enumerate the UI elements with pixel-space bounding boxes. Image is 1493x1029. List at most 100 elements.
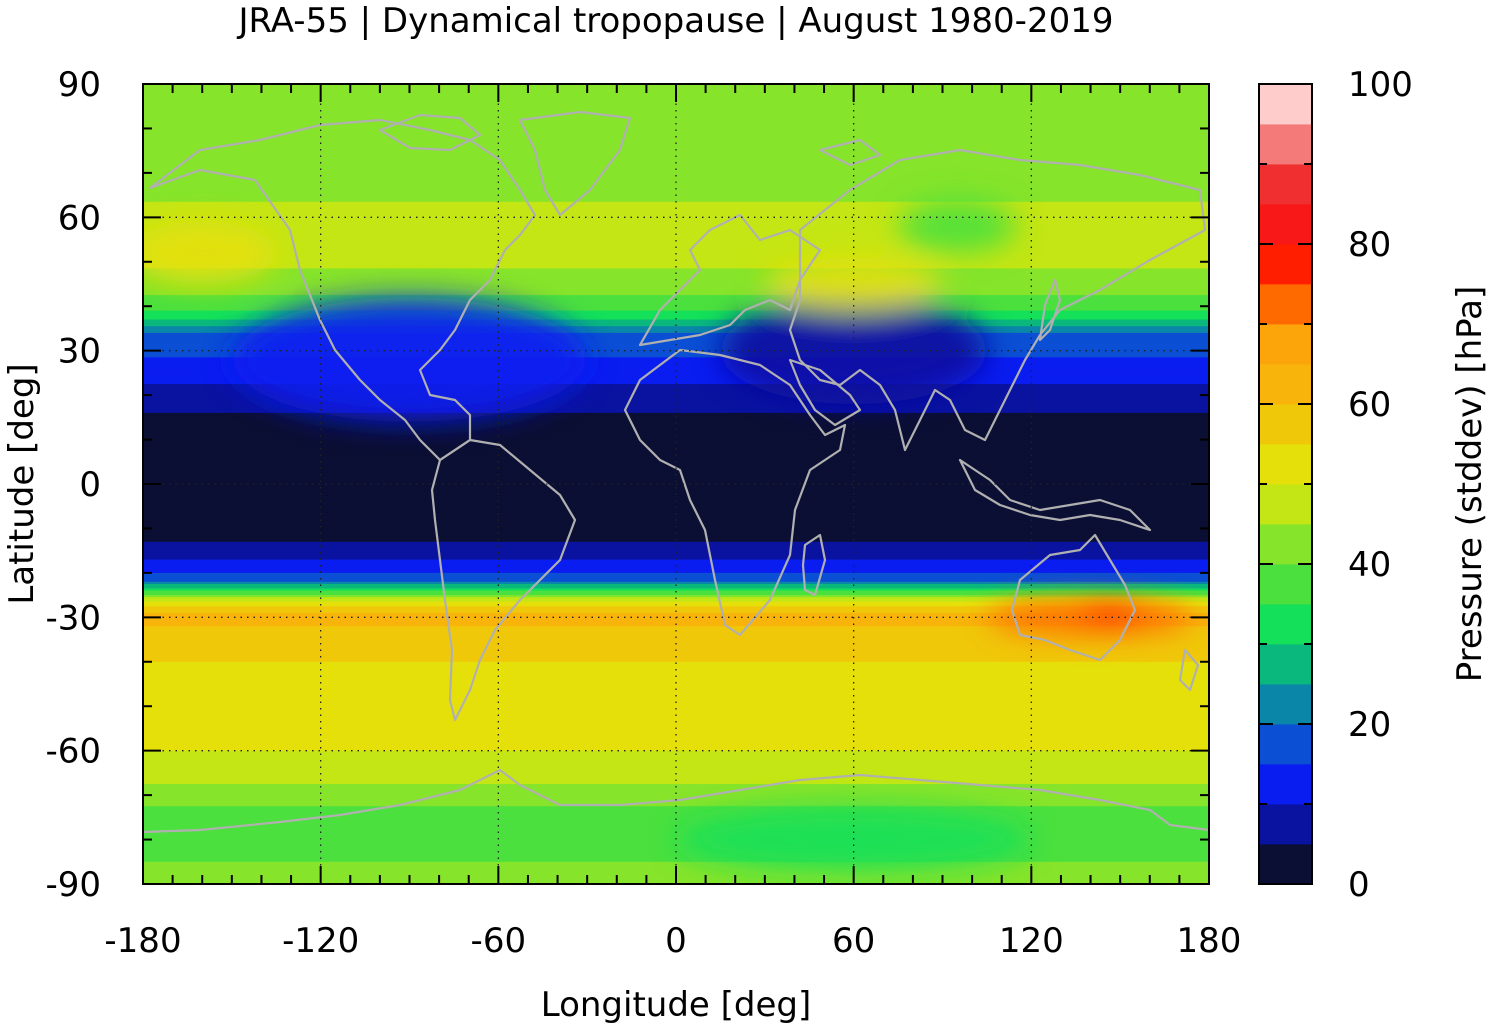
colorbar-swatch bbox=[1259, 364, 1312, 405]
heatmap-cell bbox=[143, 264, 1209, 267]
heatmap-cell bbox=[143, 159, 1209, 163]
coastline-africa bbox=[623, 348, 847, 637]
chart-title: JRA-55 | Dynamical tropopause | August 1… bbox=[237, 1, 1114, 41]
heatmap-cell bbox=[143, 657, 1209, 661]
heatmap-cell bbox=[143, 572, 1209, 576]
heatmap-cell bbox=[143, 735, 1209, 738]
heatmap-cell bbox=[143, 610, 1209, 614]
heatmap-cell bbox=[143, 728, 1209, 732]
heatmap-cell bbox=[143, 684, 1209, 687]
heatmap-cell bbox=[143, 377, 1209, 381]
heatmap-cell bbox=[143, 744, 1209, 747]
heatmap-cell bbox=[143, 112, 1209, 116]
heatmap-cell bbox=[143, 855, 1209, 858]
heatmap-cell bbox=[143, 432, 1209, 436]
heatmap-cell bbox=[143, 490, 1209, 494]
colorbar-swatch bbox=[1259, 164, 1312, 205]
heatmap-cell bbox=[143, 548, 1209, 552]
heatmap-cell bbox=[143, 132, 1209, 136]
heatmap-cell bbox=[143, 670, 1209, 674]
x-tick-label: -120 bbox=[282, 921, 359, 961]
heatmap-cell bbox=[143, 699, 1209, 703]
heatmap-cell bbox=[143, 284, 1209, 287]
heatmap-cell bbox=[143, 195, 1209, 198]
heatmap-cell bbox=[143, 601, 1209, 605]
heatmap-cell bbox=[143, 461, 1209, 465]
colorbar-tick-label: 100 bbox=[1348, 65, 1413, 105]
heatmap-cell bbox=[143, 575, 1209, 578]
colorbar-tick-label: 80 bbox=[1348, 225, 1391, 265]
colorbar-swatch bbox=[1259, 324, 1312, 365]
heatmap-cell bbox=[143, 841, 1209, 845]
colorbar-swatch bbox=[1259, 244, 1312, 285]
x-tick-label: -180 bbox=[104, 921, 181, 961]
coastline-asia bbox=[788, 148, 1207, 452]
heatmap-cell bbox=[143, 468, 1209, 472]
heatmap-cell bbox=[143, 630, 1209, 634]
colorbar-tick-labels: 0 20 40 60 80 100 bbox=[1348, 65, 1413, 905]
heatmap-cell bbox=[143, 361, 1209, 365]
heatmap-cell bbox=[143, 786, 1209, 790]
y-tick-label: 90 bbox=[58, 65, 101, 105]
heatmap-cell bbox=[143, 108, 1209, 112]
heatmap-cell bbox=[143, 144, 1209, 147]
coastline-australia bbox=[1010, 533, 1137, 662]
heatmap-cell bbox=[143, 426, 1209, 430]
colorbar-swatch bbox=[1259, 724, 1312, 765]
x-axis-label: Longitude [deg] bbox=[541, 985, 812, 1025]
heatmap-anomaly-north-america-low bbox=[231, 297, 588, 422]
heatmap-cell bbox=[143, 624, 1209, 627]
heatmap-cell bbox=[143, 250, 1209, 254]
heatmap-cell bbox=[143, 235, 1209, 238]
heatmap-cell bbox=[143, 795, 1209, 798]
heatmap-cell bbox=[143, 521, 1209, 525]
heatmap-cell bbox=[143, 464, 1209, 467]
y-tick-label: -90 bbox=[45, 865, 101, 905]
heatmap-cell bbox=[143, 695, 1209, 698]
colorbar-tick-label: 0 bbox=[1348, 865, 1370, 905]
coastline-japan bbox=[1038, 278, 1062, 342]
heatmap-cell bbox=[143, 606, 1209, 610]
heatmap-cell bbox=[143, 384, 1209, 387]
axis-ticks bbox=[142, 83, 1210, 885]
y-tick-label: -60 bbox=[45, 732, 101, 772]
heatmap-cell bbox=[143, 777, 1209, 781]
heatmap-cell bbox=[143, 364, 1209, 367]
heatmap-cell bbox=[143, 664, 1209, 667]
heatmap-cell bbox=[143, 172, 1209, 176]
heatmap-cell bbox=[143, 150, 1209, 154]
heatmap-cell bbox=[143, 637, 1209, 641]
heatmap-cell bbox=[143, 770, 1209, 774]
coastline-greenland bbox=[518, 110, 632, 217]
heatmap-cell bbox=[143, 828, 1209, 832]
heatmap-cell bbox=[143, 615, 1209, 618]
heatmap-cell bbox=[143, 315, 1209, 318]
heatmap-cell bbox=[143, 530, 1209, 534]
heatmap-cell bbox=[143, 404, 1209, 407]
coastline-indonesia bbox=[958, 458, 1152, 532]
heatmap-cell bbox=[143, 599, 1209, 603]
colorbar-swatch bbox=[1259, 204, 1312, 245]
heatmap-cell bbox=[143, 152, 1209, 156]
heatmap-cell bbox=[143, 126, 1209, 130]
heatmap-cell bbox=[143, 177, 1209, 181]
heatmap-cell bbox=[143, 312, 1209, 316]
heatmap-cell bbox=[143, 192, 1209, 196]
heatmap-cell bbox=[143, 244, 1209, 247]
heatmap-cell bbox=[143, 146, 1209, 150]
heatmap-cell bbox=[143, 524, 1209, 527]
heatmap-cell bbox=[143, 741, 1209, 745]
heatmap-cell bbox=[143, 270, 1209, 274]
heatmap-cell bbox=[143, 339, 1209, 343]
heatmap-cell bbox=[143, 621, 1209, 625]
heatmap-cell bbox=[143, 704, 1209, 707]
heatmap-cell bbox=[143, 537, 1209, 541]
heatmap-cell bbox=[143, 130, 1209, 134]
heatmap-cell bbox=[143, 724, 1209, 727]
heatmap-cell bbox=[143, 279, 1209, 283]
heatmap-cell bbox=[143, 775, 1209, 778]
heatmap-cell bbox=[143, 424, 1209, 427]
heatmap-cell bbox=[143, 626, 1209, 630]
heatmap-cell bbox=[143, 281, 1209, 285]
y-tick-label: 30 bbox=[58, 332, 101, 372]
